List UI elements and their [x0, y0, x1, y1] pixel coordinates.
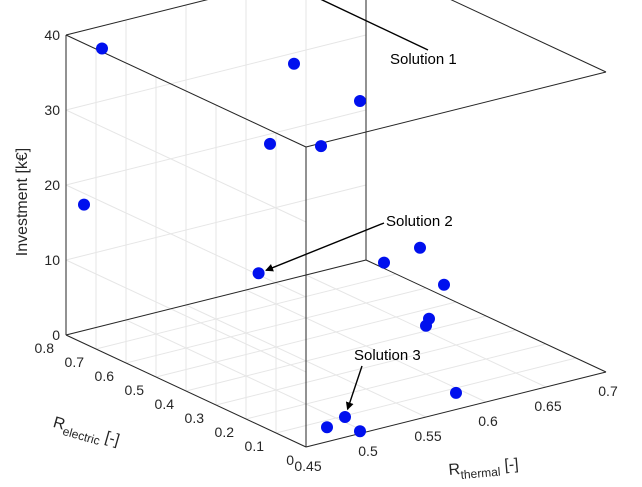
back-frame	[65, 0, 607, 448]
data-point	[264, 137, 276, 150]
y-tick-label: 0.6	[95, 368, 115, 384]
z-tick-label: 0	[52, 327, 60, 343]
data-point	[339, 410, 351, 423]
box-edge	[365, 259, 607, 373]
annotations: Solution 1 Solution 2 Solution 3	[265, 0, 457, 411]
y-tick-label: 0	[286, 452, 294, 468]
box-edge	[450, 0, 607, 73]
data-point	[354, 425, 366, 438]
y-axis-label: Relectric [-]	[50, 414, 121, 453]
grid-line	[275, 357, 577, 434]
annotation-arrow	[345, 365, 363, 411]
box-edge	[65, 34, 307, 148]
data-point	[450, 386, 462, 399]
back-grid	[65, 0, 607, 448]
annotation-arrow	[265, 222, 385, 272]
z-tick-label: 40	[44, 27, 60, 43]
y-axis-label-sub: electric	[61, 424, 101, 448]
x-axis-label-main: R	[448, 461, 461, 479]
grid-line	[65, 184, 307, 298]
data-point	[438, 278, 450, 291]
y-tick-label: 0.4	[155, 396, 175, 412]
data-point	[96, 42, 108, 55]
data-point	[252, 267, 265, 280]
z-tick-label: 10	[44, 252, 60, 268]
grid-line	[65, 109, 307, 223]
y-tick-label: 0.3	[185, 410, 205, 426]
annotation-label: Solution 2	[386, 213, 453, 230]
y-tick-label: 0.7	[65, 354, 85, 370]
data-point	[354, 95, 366, 107]
y-tick-label: 0.5	[125, 382, 145, 398]
x-axis-label-sub: thermal	[460, 465, 501, 482]
box-edge	[65, 334, 307, 448]
x-axis-label: Rthermal [-]	[448, 456, 520, 483]
y-tick-label: 0.8	[35, 340, 55, 356]
data-point	[288, 57, 300, 70]
y-tick-label: 0.1	[245, 438, 265, 454]
annotation-arrow	[320, 0, 429, 51]
annotation-label: Solution 1	[390, 51, 457, 68]
data-point	[321, 421, 333, 434]
data-points	[78, 42, 462, 438]
x-tick-label: 0.55	[414, 428, 441, 444]
y-axis-label-unit: [-]	[99, 428, 122, 449]
data-point	[420, 319, 432, 332]
data-point	[78, 198, 90, 211]
x-tick-label: 0.6	[478, 413, 498, 429]
grid-line	[65, 34, 367, 111]
tick-labels: 0 10 20 30 40 0 0.1 0.2 0.3 0.4 0.5 0.6 0.7 0.8 0.45 0.…	[35, 27, 618, 474]
data-point	[315, 140, 327, 153]
data-point	[378, 256, 390, 269]
x-axis-label-unit: [-]	[499, 456, 519, 475]
grid-line	[185, 315, 487, 392]
y-tick-label: 0.2	[215, 424, 235, 440]
grid-line	[245, 343, 547, 420]
grid-line	[65, 259, 307, 373]
grid-line	[215, 329, 517, 406]
box-edge	[65, 0, 209, 36]
z-tick-label: 20	[44, 177, 60, 193]
x-tick-label: 0.45	[294, 458, 321, 474]
y-axis-label-main: R	[51, 414, 67, 434]
box-edge	[305, 71, 607, 148]
z-axis-label: Investment [k€]	[14, 148, 31, 257]
annotation-label: Solution 3	[354, 347, 421, 364]
x-tick-label: 0.65	[534, 398, 561, 414]
grid-line	[65, 0, 209, 36]
x-tick-label: 0.5	[358, 443, 378, 459]
z-tick-label: 30	[44, 102, 60, 118]
x-tick-label: 0.7	[598, 383, 618, 399]
box-edge	[65, 259, 367, 336]
data-point	[414, 241, 426, 254]
